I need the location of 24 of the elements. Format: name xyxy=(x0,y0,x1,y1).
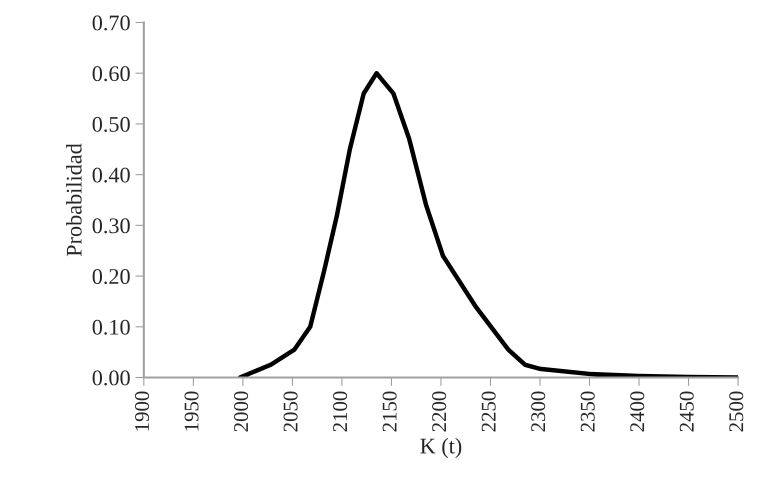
x-tick-label: 2200 xyxy=(432,391,446,432)
x-tick-label: 2300 xyxy=(531,391,546,432)
x-tick-label: 1950 xyxy=(184,391,199,431)
x-tick-label: 1900 xyxy=(134,391,150,431)
x-tick-label: 2350 xyxy=(580,391,595,432)
y-tick-label: 0.30 xyxy=(92,218,130,234)
x-tick-label: 2100 xyxy=(333,391,348,432)
x-tick-label: 2400 xyxy=(630,391,644,432)
y-tick-label: 0.00 xyxy=(92,370,130,386)
x-tick-label: 2150 xyxy=(382,391,397,432)
y-tick-label: 0.70 xyxy=(92,15,130,31)
x-tick-label: 2500 xyxy=(729,391,744,432)
x-tick-label: 2250 xyxy=(482,391,496,432)
x-axis-title: K (t) xyxy=(420,438,462,458)
y-tick-label: 0.20 xyxy=(92,269,130,284)
y-axis-title: Probabilidad xyxy=(66,143,82,256)
x-tick-label: 2050 xyxy=(284,391,298,432)
y-tick-label: 0.10 xyxy=(92,320,130,335)
y-tick-label: 0.40 xyxy=(92,168,130,183)
y-tick-label: 0.50 xyxy=(92,116,130,132)
y-tick-label: 0.60 xyxy=(92,66,130,82)
x-tick-label: 2000 xyxy=(234,391,248,432)
x-tick-label: 2450 xyxy=(680,391,694,432)
line-series xyxy=(238,70,738,378)
